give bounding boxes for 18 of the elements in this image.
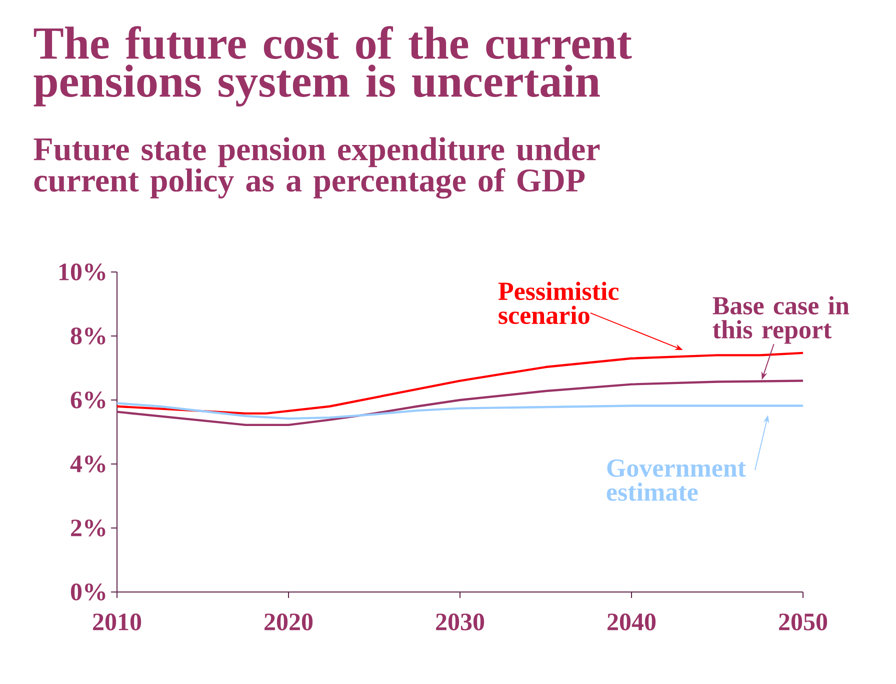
y-tick-label: 6% <box>70 392 106 408</box>
line-series <box>116 352 804 415</box>
series-label: Base case in this report <box>712 296 850 344</box>
x-tick-label: 2010 <box>93 614 142 630</box>
y-tick-label: 0% <box>70 584 106 600</box>
series-label: Pessimistic scenario <box>498 282 619 324</box>
chart-subtitle: Future state pension expenditure under current policy as a percentage of GDP <box>34 137 600 199</box>
line-series <box>116 402 804 420</box>
y-tick-label: 4% <box>70 456 106 472</box>
y-tick-label: 10% <box>60 264 106 280</box>
text: Government estimate <box>606 459 746 501</box>
x-tick-label: 2050 <box>779 614 828 630</box>
x-tick-label: 2030 <box>436 614 484 630</box>
y-tick-label: 2% <box>71 520 106 536</box>
x-tick-label: 2040 <box>608 614 656 630</box>
y-tick-label: 8% <box>70 328 106 344</box>
x-tick-label: 2020 <box>264 614 313 630</box>
chart-title: The future cost of the current pensions system is uncertain <box>34 26 632 106</box>
